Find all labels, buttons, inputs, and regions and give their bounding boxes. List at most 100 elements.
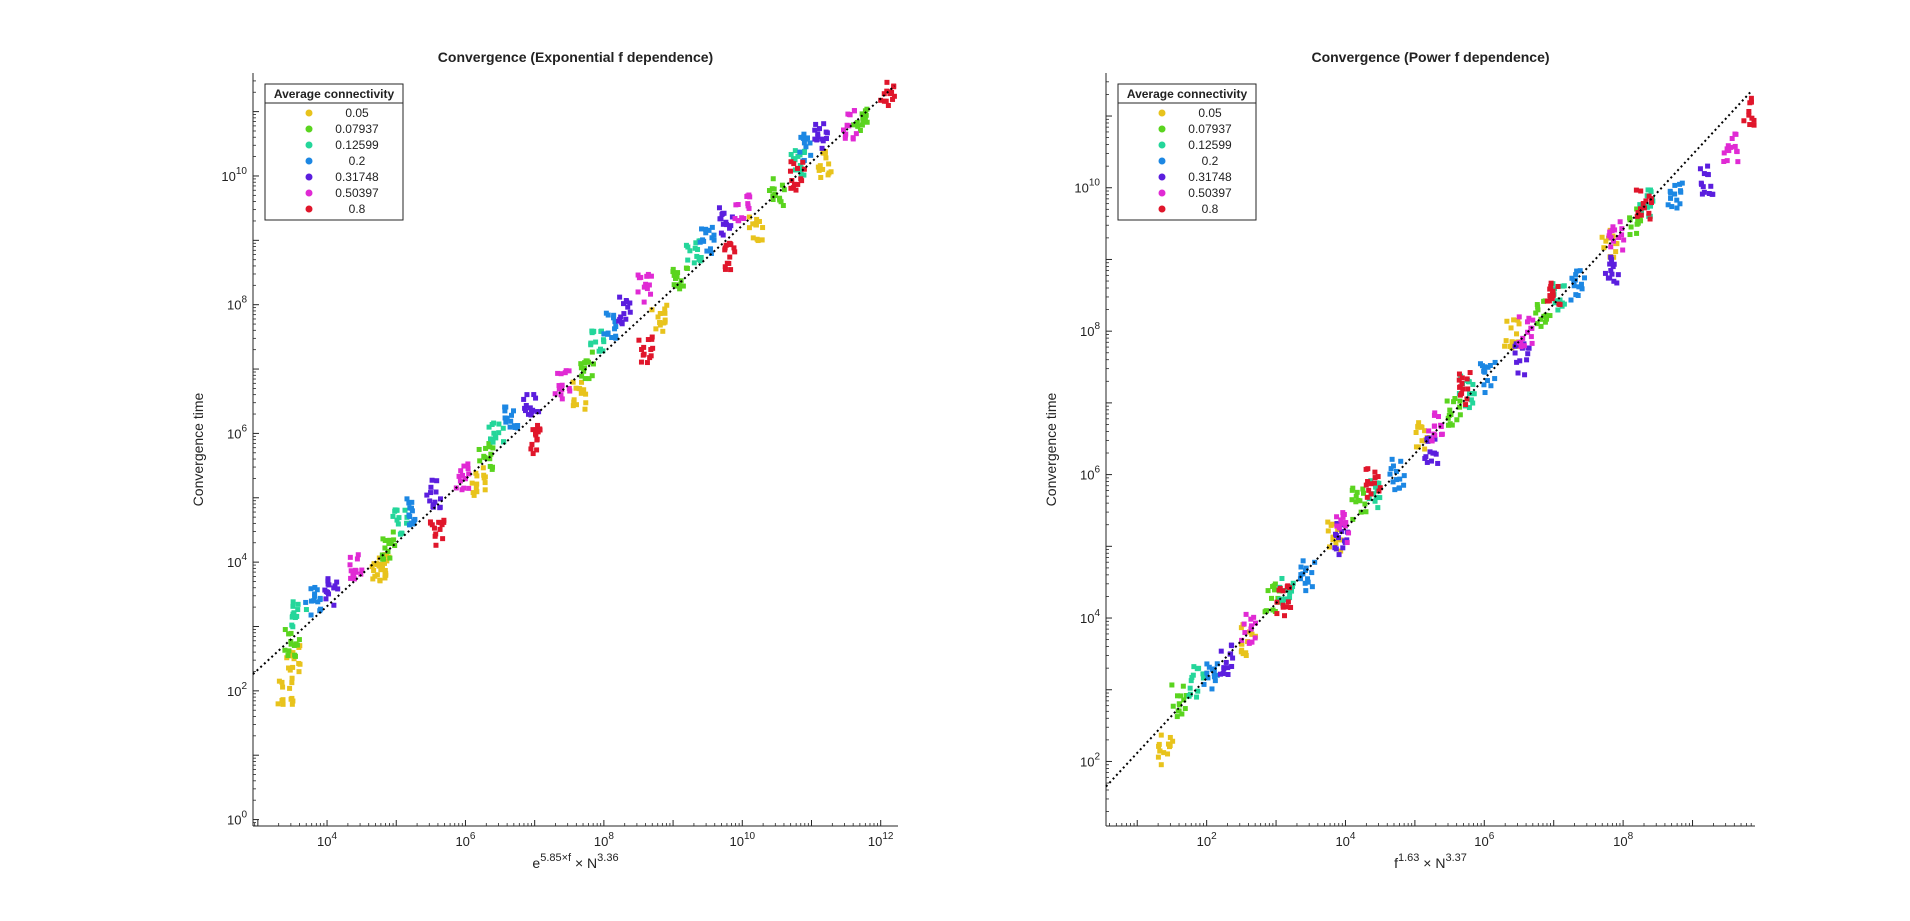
data-point bbox=[864, 119, 870, 125]
data-point bbox=[1502, 343, 1508, 349]
data-point bbox=[1270, 607, 1276, 613]
data-point bbox=[430, 502, 436, 508]
data-point bbox=[790, 156, 796, 162]
data-point bbox=[1211, 671, 1217, 677]
data-point bbox=[1287, 595, 1293, 601]
data-point bbox=[582, 406, 588, 412]
data-point bbox=[466, 471, 472, 477]
data-point bbox=[1195, 688, 1201, 694]
data-point bbox=[303, 607, 309, 613]
data-point bbox=[469, 480, 475, 486]
data-point bbox=[1180, 683, 1186, 689]
data-point bbox=[581, 368, 587, 374]
data-point bbox=[1514, 331, 1520, 337]
data-point bbox=[1638, 188, 1644, 194]
data-point bbox=[1456, 377, 1462, 383]
data-point bbox=[1161, 750, 1167, 756]
data-point bbox=[1507, 343, 1513, 349]
data-point bbox=[693, 240, 699, 246]
data-point bbox=[427, 519, 433, 525]
data-point bbox=[1482, 390, 1488, 396]
data-point bbox=[1456, 371, 1462, 377]
data-point bbox=[1328, 522, 1334, 528]
data-point bbox=[735, 202, 741, 208]
data-point bbox=[491, 430, 497, 436]
data-point bbox=[1516, 314, 1522, 320]
data-point bbox=[1705, 172, 1711, 178]
data-point bbox=[673, 283, 679, 289]
data-point bbox=[1542, 319, 1548, 325]
y-tick-label: 106 bbox=[227, 423, 247, 441]
data-point bbox=[1674, 197, 1680, 203]
data-point bbox=[474, 481, 480, 487]
data-point bbox=[754, 236, 760, 242]
legend-label: 0.07937 bbox=[1188, 122, 1232, 136]
data-point bbox=[490, 464, 496, 470]
data-point bbox=[657, 310, 663, 316]
data-point bbox=[1533, 310, 1539, 316]
data-point bbox=[722, 247, 728, 253]
data-point bbox=[1679, 180, 1685, 186]
data-point bbox=[377, 578, 383, 584]
data-point bbox=[1439, 431, 1445, 437]
data-point bbox=[331, 602, 337, 608]
data-point bbox=[1548, 280, 1554, 286]
data-point bbox=[701, 238, 707, 244]
data-point bbox=[1372, 469, 1378, 475]
data-point bbox=[429, 477, 435, 483]
data-point bbox=[1422, 446, 1428, 452]
data-point bbox=[1525, 351, 1531, 357]
data-point bbox=[1610, 238, 1616, 244]
data-point bbox=[1181, 697, 1187, 703]
data-point bbox=[1728, 144, 1734, 150]
data-point bbox=[1353, 493, 1359, 499]
data-point bbox=[589, 330, 595, 336]
data-point bbox=[1641, 205, 1647, 211]
y-tick-label: 104 bbox=[1080, 608, 1100, 626]
data-point bbox=[465, 466, 471, 472]
data-point bbox=[1608, 244, 1614, 250]
data-point bbox=[1516, 321, 1522, 327]
data-point bbox=[1230, 655, 1236, 661]
data-point bbox=[390, 513, 396, 519]
data-point bbox=[1726, 148, 1732, 154]
data-point bbox=[586, 376, 592, 382]
data-point bbox=[1344, 540, 1350, 546]
data-point bbox=[1515, 370, 1521, 376]
data-point bbox=[434, 478, 440, 484]
data-point bbox=[382, 575, 388, 581]
data-point bbox=[500, 425, 506, 431]
y-tick-label-exp: 8 bbox=[241, 295, 247, 306]
data-point bbox=[289, 680, 295, 686]
data-point bbox=[1481, 366, 1487, 372]
data-point bbox=[409, 499, 415, 505]
data-point bbox=[290, 599, 296, 605]
data-point bbox=[559, 382, 565, 388]
data-point bbox=[801, 172, 807, 178]
data-point bbox=[613, 333, 619, 339]
data-point bbox=[1415, 423, 1421, 429]
data-point bbox=[409, 508, 415, 514]
data-point bbox=[482, 480, 488, 486]
data-point bbox=[817, 126, 823, 132]
y-tick-label-exp: 6 bbox=[241, 423, 247, 434]
data-point bbox=[657, 320, 663, 326]
data-point bbox=[731, 245, 737, 251]
data-point bbox=[1638, 206, 1644, 212]
data-point bbox=[308, 586, 314, 592]
x-tick-label: 104 bbox=[1335, 831, 1355, 849]
data-point bbox=[813, 121, 819, 127]
y-axis-label: Convergence time bbox=[1043, 392, 1059, 506]
y-tick-label: 100 bbox=[227, 810, 247, 828]
x-label-base: e bbox=[532, 855, 540, 871]
data-point bbox=[428, 484, 434, 490]
data-point bbox=[391, 537, 397, 543]
data-point bbox=[1518, 344, 1524, 350]
data-point bbox=[723, 242, 729, 248]
legend-marker bbox=[1158, 109, 1166, 117]
data-point bbox=[1365, 466, 1371, 472]
data-point bbox=[1188, 678, 1194, 684]
data-point bbox=[1377, 495, 1383, 501]
data-point bbox=[1288, 604, 1294, 610]
data-point bbox=[825, 172, 831, 178]
